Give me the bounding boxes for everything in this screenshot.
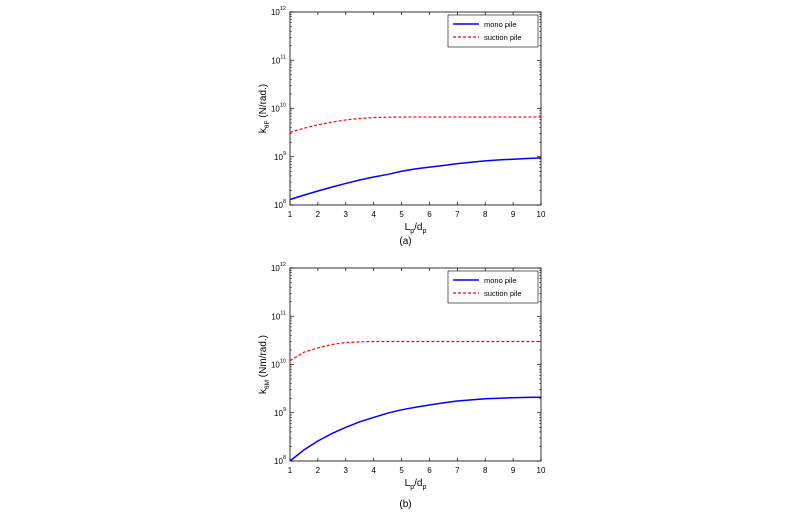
y-tick-label: 1010 xyxy=(271,359,286,370)
x-tick-label: 3 xyxy=(344,466,349,475)
x-tick-label: 8 xyxy=(483,210,488,219)
y-tick-label: 1011 xyxy=(271,54,286,65)
y-axis-label: kθM (Nm/rad.) xyxy=(258,335,271,394)
panel-label-b: (b) xyxy=(399,499,411,510)
x-tick-label: 5 xyxy=(399,210,404,219)
y-tick-label: 1012 xyxy=(271,262,286,273)
legend-box xyxy=(447,270,539,304)
x-tick-label: 6 xyxy=(427,466,432,475)
x-tick-label: 9 xyxy=(511,466,516,475)
y-axis-label: kθF (N/rad.) xyxy=(258,84,271,133)
x-axis-label: Lp/dp xyxy=(405,478,427,491)
x-tick-label: 9 xyxy=(511,210,516,219)
x-tick-label: 10 xyxy=(537,466,546,475)
x-tick-label: 3 xyxy=(344,210,349,219)
x-tick-label: 10 xyxy=(537,210,546,219)
x-tick-label: 1 xyxy=(288,466,293,475)
chart-panel-a: 1 2 3 4 5 6 7 8 9 10 108 109 1010 1011 1012 mono pile su… xyxy=(258,6,546,247)
y-tick-label: 109 xyxy=(274,407,286,418)
y-tick-label: 108 xyxy=(274,455,286,466)
series-line-suction-pile xyxy=(289,116,541,133)
y-tick-label: 1012 xyxy=(271,6,286,17)
x-tick-label: 5 xyxy=(399,466,404,475)
x-tick-label: 2 xyxy=(316,210,321,219)
x-tick-label: 7 xyxy=(455,466,460,475)
legend-entry-label: mono pile xyxy=(484,20,517,29)
x-axis-label: Lp/dp xyxy=(405,222,427,235)
y-tick-label: 109 xyxy=(274,151,286,162)
legend-box xyxy=(447,14,539,48)
legend-entry-label: suction pile xyxy=(484,289,522,298)
x-tick-label: 7 xyxy=(455,210,460,219)
legend-entry-label: suction pile xyxy=(484,33,522,42)
series-line-mono-pile xyxy=(289,157,542,201)
x-tick-label: 4 xyxy=(371,466,376,475)
panel-label-a: (a) xyxy=(399,236,411,247)
series-line-suction-pile xyxy=(289,340,541,362)
y-tick-label: 1010 xyxy=(271,103,286,114)
legend: mono pile suction pile xyxy=(447,14,539,48)
chart-panel-b: 1 2 3 4 5 6 7 8 9 10 108 109 1010 1011 1012 mono pile su… xyxy=(258,262,546,510)
x-tick-label: 1 xyxy=(288,210,293,219)
y-tick-label: 108 xyxy=(274,199,286,210)
y-tick-label: 1011 xyxy=(271,310,286,321)
legend-entry-label: mono pile xyxy=(484,276,517,285)
legend: mono pile suction pile xyxy=(447,270,539,304)
series-line-mono-pile xyxy=(289,396,542,462)
x-tick-label: 4 xyxy=(371,210,376,219)
x-tick-label: 8 xyxy=(483,466,488,475)
x-tick-label: 6 xyxy=(427,210,432,219)
x-tick-label: 2 xyxy=(316,466,321,475)
